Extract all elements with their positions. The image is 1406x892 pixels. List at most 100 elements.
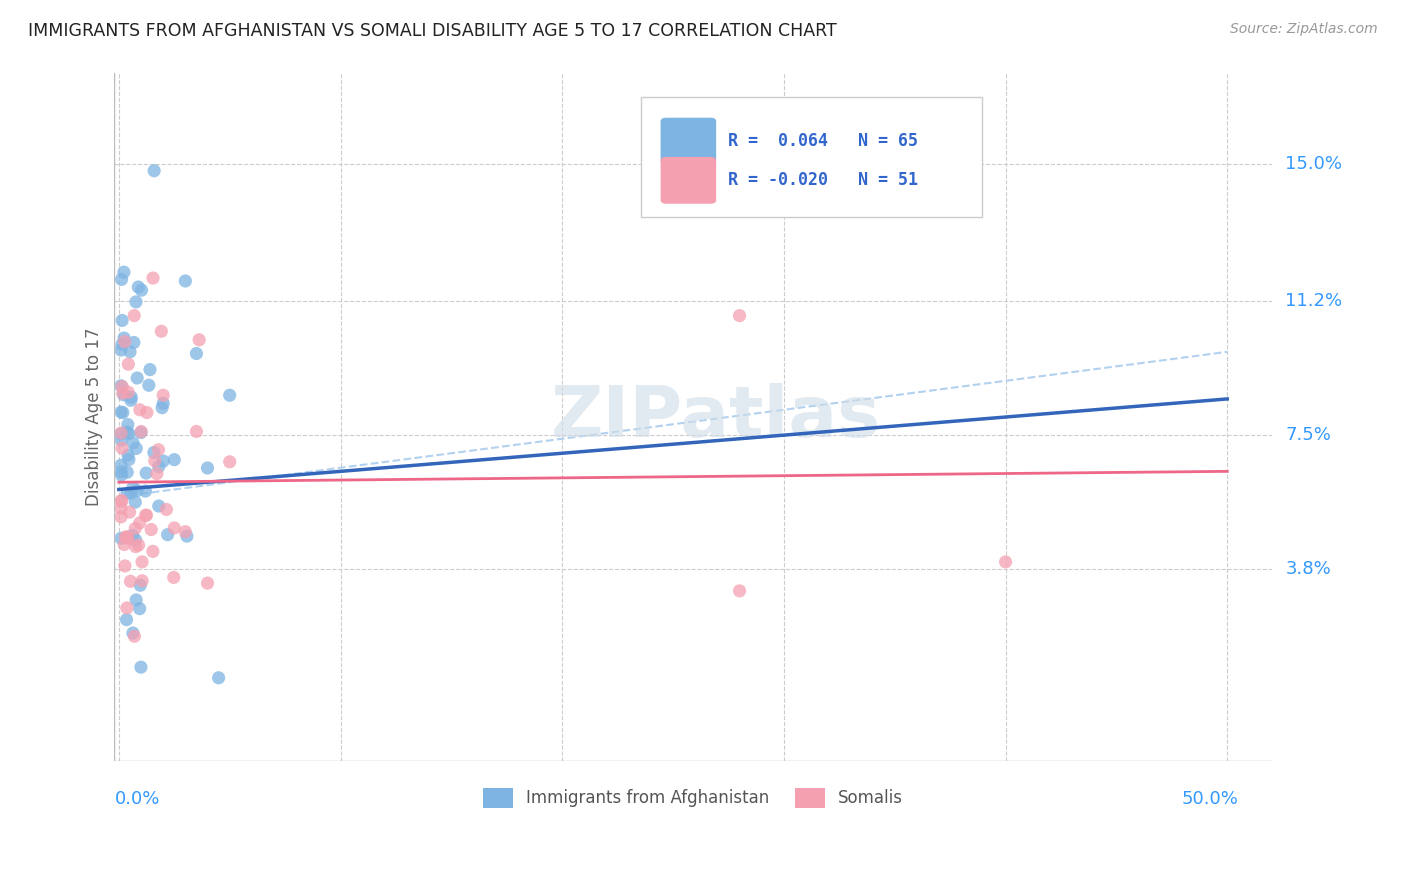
- Point: [111, 494, 134, 508]
- Point: [111, 386, 134, 401]
- FancyBboxPatch shape: [661, 157, 716, 203]
- Text: R = -0.020   N = 51: R = -0.020 N = 51: [728, 171, 918, 189]
- Point: [156, 527, 179, 541]
- Point: [131, 283, 153, 297]
- Point: [110, 493, 132, 508]
- Point: [218, 388, 240, 402]
- Point: [117, 357, 139, 371]
- Point: [142, 271, 165, 285]
- Point: [127, 483, 149, 498]
- Point: [112, 388, 135, 402]
- Point: [110, 467, 132, 482]
- Point: [117, 385, 139, 400]
- Point: [135, 466, 157, 480]
- Point: [163, 452, 186, 467]
- Point: [152, 396, 174, 410]
- Point: [135, 405, 157, 419]
- Point: [186, 425, 208, 439]
- Point: [115, 486, 138, 500]
- Point: [188, 333, 211, 347]
- Point: [115, 601, 138, 615]
- FancyBboxPatch shape: [661, 118, 716, 164]
- Point: [129, 578, 152, 592]
- Point: [125, 294, 148, 309]
- Point: [197, 576, 219, 591]
- Point: [110, 531, 132, 545]
- Text: IMMIGRANTS FROM AFGHANISTAN VS SOMALI DISABILITY AGE 5 TO 17 CORRELATION CHART: IMMIGRANTS FROM AFGHANISTAN VS SOMALI DI…: [28, 22, 837, 40]
- Point: [148, 442, 170, 457]
- Point: [111, 406, 134, 420]
- Point: [129, 425, 152, 439]
- Point: [152, 454, 174, 468]
- Point: [994, 555, 1017, 569]
- Point: [114, 334, 136, 349]
- Point: [122, 435, 145, 450]
- Point: [114, 558, 136, 573]
- Point: [134, 484, 156, 499]
- Text: 3.8%: 3.8%: [1285, 560, 1331, 578]
- Point: [143, 454, 166, 468]
- Point: [110, 405, 132, 419]
- Text: 0.0%: 0.0%: [114, 790, 160, 808]
- Point: [118, 505, 141, 519]
- Point: [197, 461, 219, 475]
- Point: [176, 529, 198, 543]
- Point: [115, 530, 138, 544]
- Point: [141, 523, 163, 537]
- Point: [135, 508, 157, 523]
- Point: [111, 313, 134, 327]
- Point: [124, 540, 146, 554]
- Point: [150, 401, 173, 415]
- Point: [728, 583, 751, 598]
- Point: [111, 379, 134, 393]
- Point: [120, 574, 142, 589]
- Point: [139, 362, 162, 376]
- Point: [110, 272, 132, 286]
- Point: [117, 448, 139, 462]
- Point: [142, 544, 165, 558]
- Point: [118, 452, 141, 467]
- Point: [110, 433, 132, 447]
- Legend: Immigrants from Afghanistan, Somalis: Immigrants from Afghanistan, Somalis: [477, 781, 910, 814]
- Point: [118, 426, 141, 441]
- Point: [174, 274, 197, 288]
- Point: [115, 465, 138, 479]
- Point: [128, 538, 150, 552]
- Point: [111, 337, 134, 351]
- Text: Source: ZipAtlas.com: Source: ZipAtlas.com: [1230, 22, 1378, 37]
- Point: [110, 509, 132, 524]
- Point: [218, 455, 240, 469]
- Point: [728, 309, 751, 323]
- Point: [155, 502, 177, 516]
- Point: [143, 163, 166, 178]
- Point: [110, 458, 132, 473]
- Point: [120, 393, 142, 408]
- Point: [117, 417, 139, 432]
- Point: [131, 574, 153, 588]
- Point: [110, 501, 132, 516]
- Point: [114, 530, 136, 544]
- Point: [174, 524, 197, 539]
- Text: R =  0.064   N = 65: R = 0.064 N = 65: [728, 132, 918, 150]
- Point: [127, 371, 149, 385]
- Point: [122, 335, 145, 350]
- Point: [186, 346, 208, 360]
- Point: [117, 532, 139, 546]
- Point: [115, 613, 138, 627]
- Text: 7.5%: 7.5%: [1285, 426, 1331, 444]
- Point: [125, 442, 148, 456]
- Point: [129, 425, 152, 440]
- Point: [122, 309, 145, 323]
- Point: [124, 495, 146, 509]
- Point: [125, 593, 148, 607]
- Point: [111, 441, 134, 455]
- Point: [127, 280, 149, 294]
- Point: [138, 378, 160, 392]
- Point: [129, 660, 152, 674]
- Point: [128, 516, 150, 530]
- Point: [124, 629, 146, 643]
- Text: ZIPatlas: ZIPatlas: [551, 383, 882, 451]
- Point: [124, 521, 146, 535]
- Text: 50.0%: 50.0%: [1181, 790, 1239, 808]
- Text: 15.0%: 15.0%: [1285, 154, 1343, 172]
